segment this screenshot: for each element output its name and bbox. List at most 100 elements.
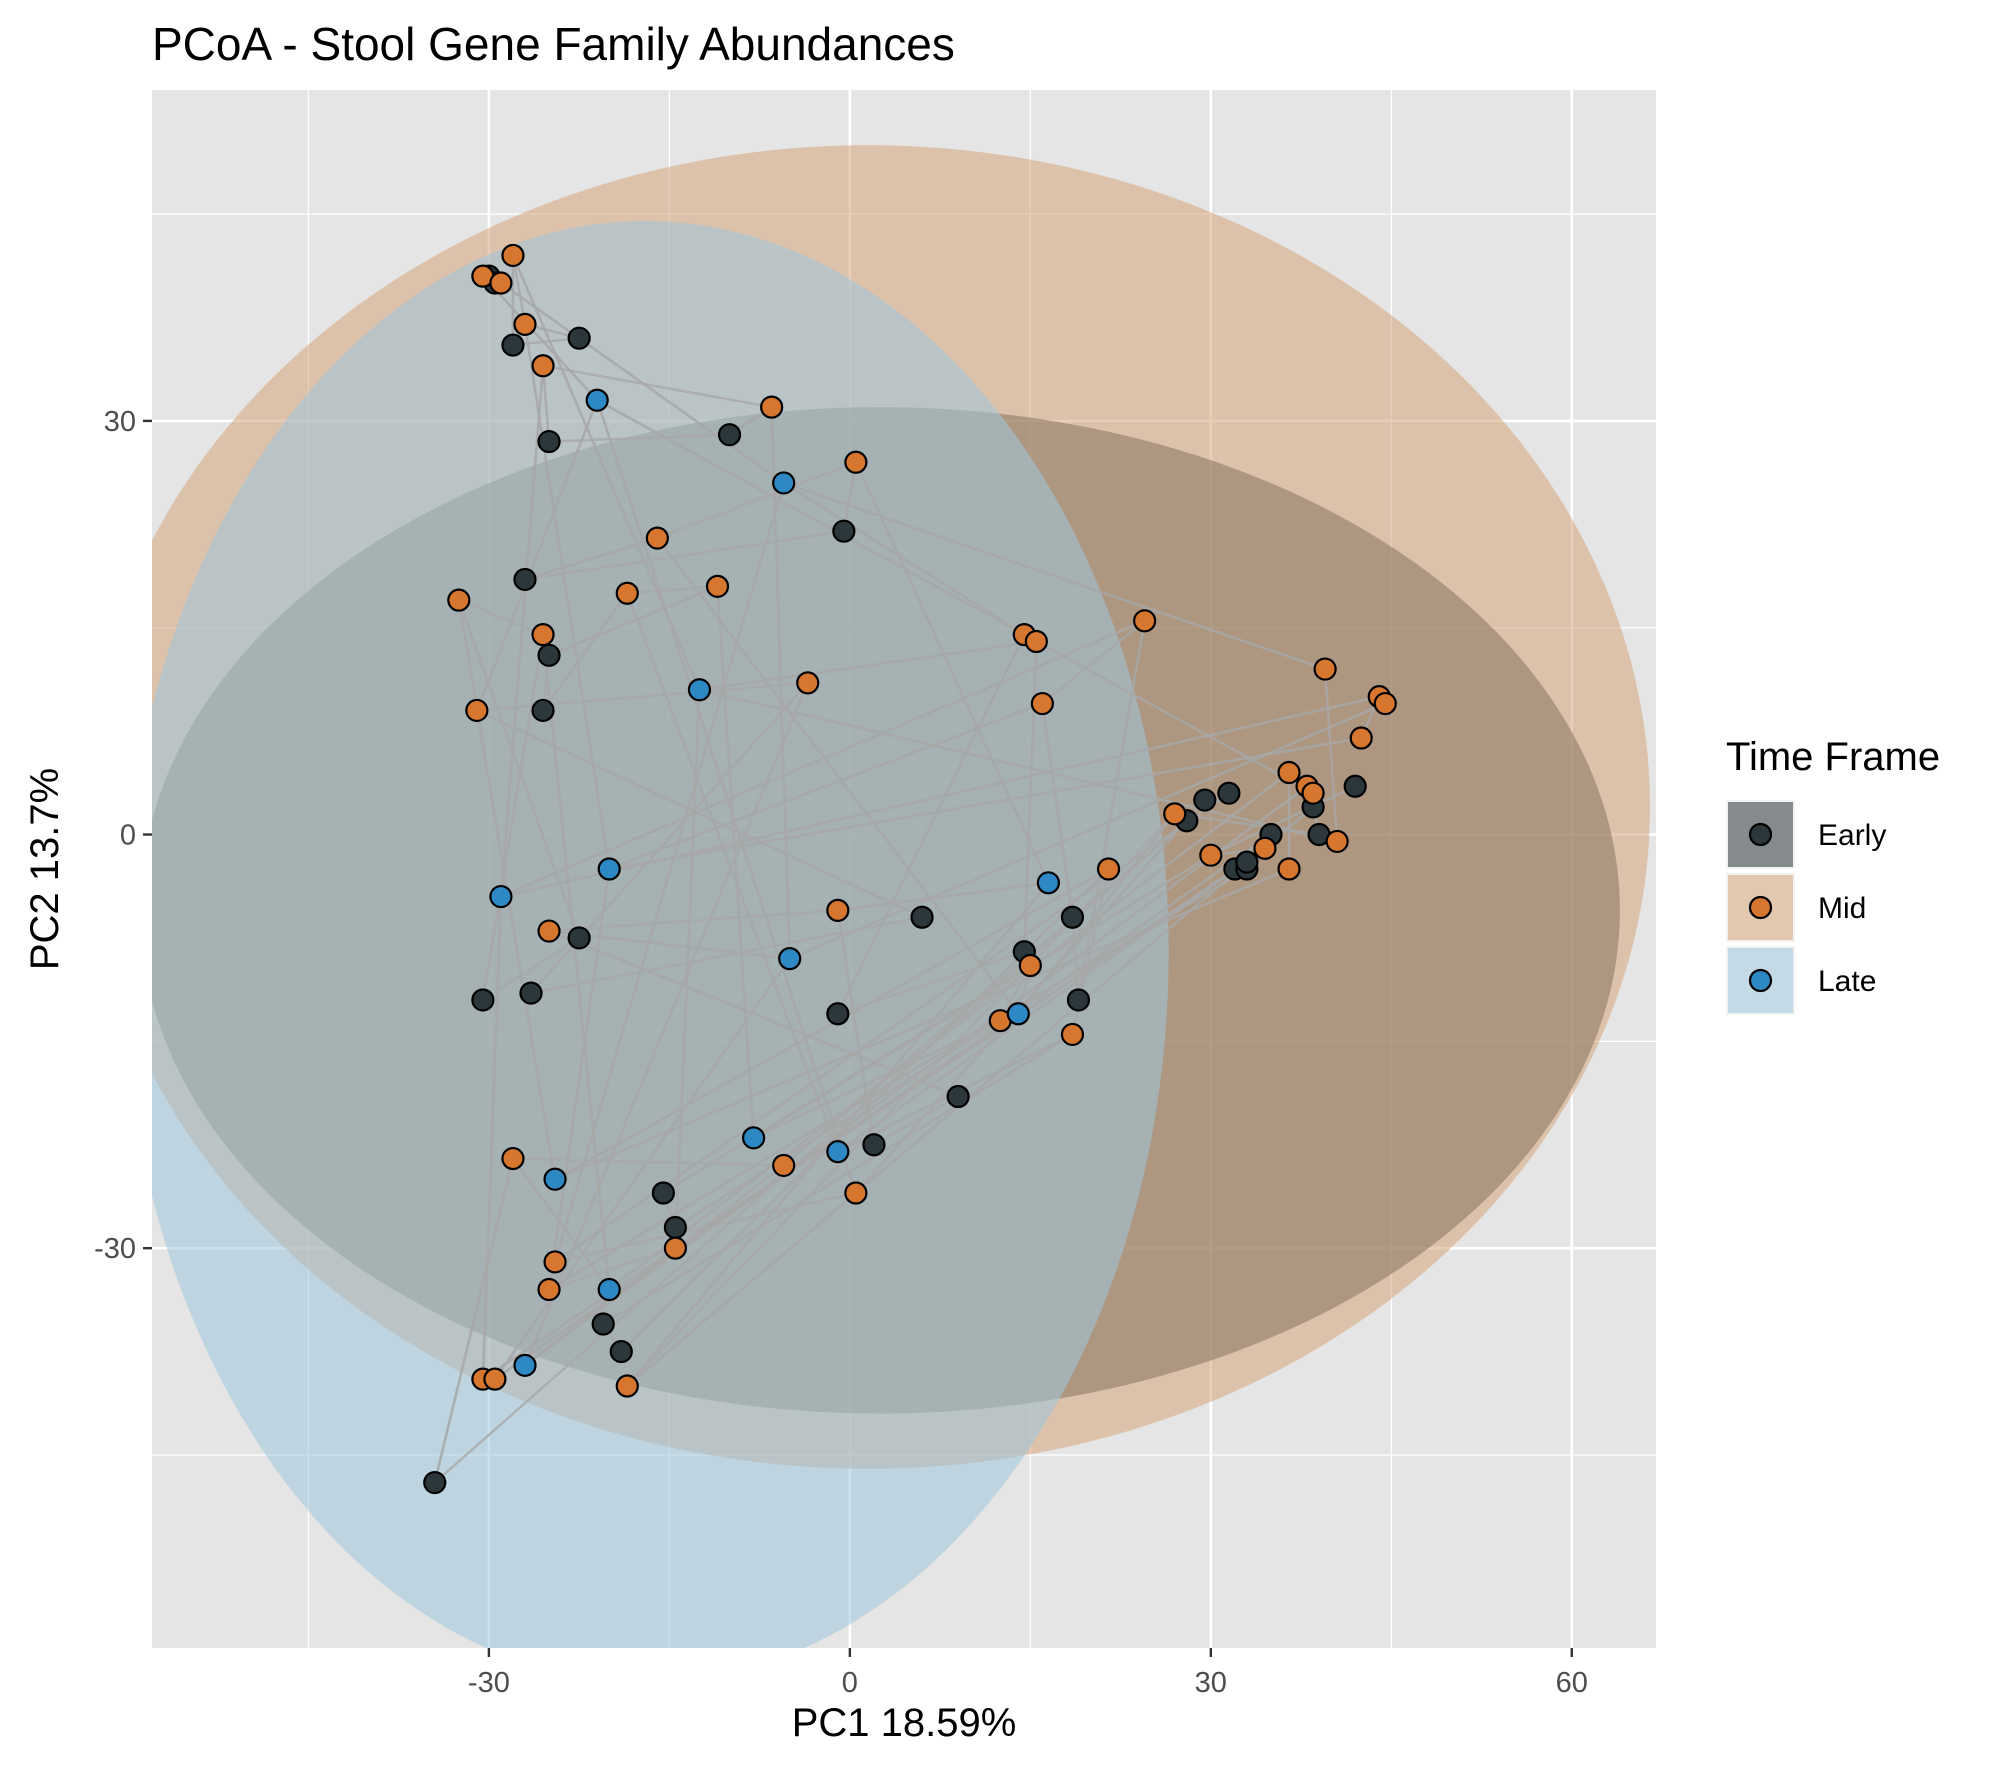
point-late [597, 857, 621, 881]
connector-line [548, 909, 838, 933]
point-mid [844, 1181, 868, 1205]
point-early [1060, 905, 1085, 929]
point-early [537, 429, 561, 454]
connector-line [548, 929, 959, 1098]
point-mid [537, 919, 561, 943]
point-early [910, 905, 934, 929]
point-mid [826, 898, 850, 922]
y-tick-label: 30 [104, 406, 136, 438]
connector-line [548, 1247, 676, 1291]
point-mid [1024, 629, 1048, 654]
point-mid [705, 574, 730, 598]
connector-line [608, 702, 1043, 871]
connector-line [500, 695, 1380, 898]
point-mid [645, 526, 669, 550]
point-early [609, 1339, 633, 1364]
connector-line [699, 688, 1338, 843]
x-tick-label: -30 [468, 1667, 510, 1699]
connector-line [608, 736, 1362, 871]
connector-line [656, 537, 1020, 1015]
plot-panel [152, 90, 1656, 1648]
connector-line [783, 481, 1326, 671]
point-early [501, 333, 525, 357]
legend-items: Early Mid Late [1726, 800, 1886, 1015]
point-mid [1373, 691, 1397, 716]
point-late [489, 884, 513, 909]
point-mid [1199, 843, 1223, 867]
point-late [778, 947, 802, 971]
point-mid [663, 1236, 687, 1260]
y-axis-title: PC2 13.7% [23, 768, 67, 970]
point-early [1217, 781, 1241, 805]
connector-line [524, 536, 658, 581]
connector-line [554, 867, 1290, 1181]
connector-line [512, 1157, 784, 1167]
point-mid [760, 395, 784, 419]
ellipse-late [152, 221, 1169, 1648]
point-mid [1030, 691, 1054, 716]
point-late [687, 678, 712, 702]
x-axis-ticks: -30 0 30 60 [468, 1648, 1588, 1699]
connector-line [1210, 785, 1356, 857]
x-tick-label: 0 [842, 1667, 858, 1699]
point-early [1193, 788, 1217, 812]
connector-line [476, 709, 923, 919]
legend-title: Time Frame [1726, 735, 1940, 779]
legend-key-mid [1748, 895, 1773, 920]
point-mid [796, 671, 820, 695]
connector-line [458, 599, 544, 636]
point-early [513, 567, 537, 592]
connector-line [626, 805, 1314, 1388]
connector-line [511, 255, 527, 325]
point-mid [1060, 1022, 1085, 1047]
point-early [567, 326, 591, 350]
point-mid [1133, 609, 1157, 633]
connector-line [627, 585, 718, 595]
connector-line [475, 399, 599, 711]
point-early [862, 1133, 886, 1157]
connector-line [542, 364, 772, 409]
connector-line [530, 916, 923, 995]
connector-line [1041, 703, 1074, 918]
connector-line [457, 599, 581, 939]
connector-line [1077, 620, 1146, 1001]
x-tick-label: 30 [1195, 1667, 1227, 1699]
point-mid [501, 1146, 525, 1171]
connector-line [549, 433, 730, 443]
connector-line [674, 689, 701, 1249]
connector-line [626, 813, 1176, 1387]
connector-line [481, 896, 503, 1380]
confidence-ellipses [152, 145, 1650, 1648]
connector-line [716, 586, 755, 1138]
point-late [1006, 1002, 1030, 1026]
connector-line [524, 530, 845, 581]
point-mid [1018, 953, 1042, 978]
point-early [471, 988, 495, 1012]
point-late [826, 1140, 850, 1164]
connector-line [482, 936, 580, 1001]
point-early [826, 1002, 850, 1026]
point-early [537, 643, 561, 667]
connector-line [842, 462, 858, 532]
x-tick-label: 60 [1556, 1667, 1588, 1699]
point-mid [543, 1250, 567, 1274]
connector-line [511, 1157, 611, 1291]
point-mid [1163, 802, 1187, 826]
connector-line [493, 957, 791, 1380]
connector-line [837, 847, 1266, 1153]
point-late [741, 1126, 766, 1150]
point-mid [1325, 829, 1349, 854]
legend-label-early: Early [1818, 819, 1886, 852]
connector-line [541, 592, 629, 712]
point-late [772, 471, 796, 495]
point-late [597, 1277, 621, 1302]
point-early [1343, 774, 1367, 798]
point-mid [531, 354, 555, 378]
y-axis-ticks: -30 0 30 [94, 406, 152, 1265]
connector-line [1071, 917, 1080, 1001]
legend-label-mid: Mid [1818, 892, 1866, 925]
legend: Time Frame Early Mid Late [1726, 735, 1940, 1015]
connector-line [836, 634, 1026, 1015]
connector-line [500, 619, 1146, 898]
